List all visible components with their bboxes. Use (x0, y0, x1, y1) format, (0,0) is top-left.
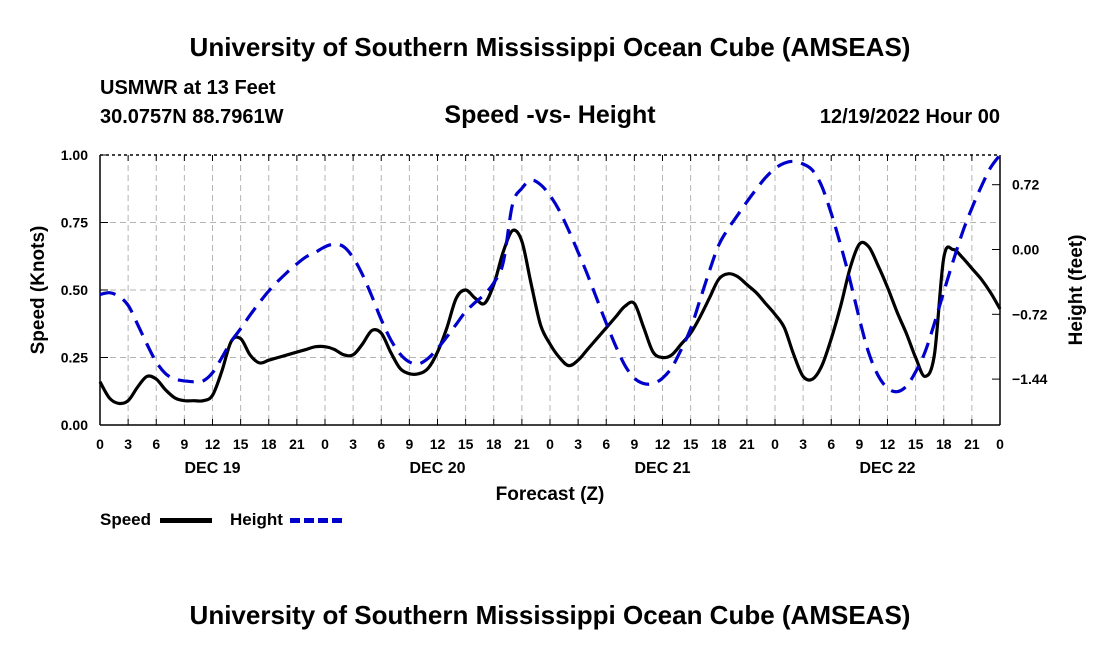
day-label: DEC 19 (184, 460, 240, 477)
x-tick-label: 15 (908, 436, 924, 452)
y-tick-label: 0.75 (61, 215, 88, 231)
day-label: DEC 20 (409, 460, 465, 477)
y-tick-label: 0.25 (61, 350, 88, 366)
x-tick-label: 3 (574, 436, 582, 452)
x-tick-label: 12 (880, 436, 896, 452)
x-tick-label: 18 (711, 436, 727, 452)
series-line-speed (98, 228, 1002, 406)
x-tick-label: 0 (546, 436, 554, 452)
x-tick-label: 9 (405, 436, 413, 452)
x-tick-label: 9 (180, 436, 188, 452)
x-tick-label: 0 (96, 436, 104, 452)
x-tick-label: 12 (655, 436, 671, 452)
x-tick-label: 0 (996, 436, 1004, 452)
y-tick-label: 0.50 (61, 282, 88, 298)
x-tick-label: 0 (771, 436, 779, 452)
x-tick-label: 3 (799, 436, 807, 452)
y2-tick-label: 0.00 (1012, 242, 1039, 258)
plot-subtitle: Speed -vs- Height (444, 101, 656, 129)
x-tick-label: 21 (964, 436, 980, 452)
y-tick-label: 0.00 (61, 417, 88, 433)
series-line-height (99, 154, 1002, 394)
x-tick-label: 3 (349, 436, 357, 452)
x-tick-label: 3 (124, 436, 132, 452)
day-label: DEC 22 (859, 460, 915, 477)
footer-title: University of Southern Mississippi Ocean… (189, 600, 911, 630)
legend-height-label: Height (230, 510, 283, 529)
x-tick-label: 15 (458, 436, 474, 452)
station-label: USMWR at 13 Feet (100, 77, 276, 99)
day-label: DEC 21 (634, 460, 690, 477)
chart-title: University of Southern Mississippi Ocean… (189, 32, 911, 62)
legend-speed-label: Speed (100, 510, 152, 529)
x-tick-label: 21 (514, 436, 530, 452)
x-tick-label: 12 (430, 436, 446, 452)
x-tick-label: 18 (936, 436, 952, 452)
coordinates-label: 30.0757N 88.7961W (100, 106, 284, 128)
x-tick-label: 12 (205, 436, 221, 452)
y2-tick-label: −1.44 (1012, 371, 1048, 387)
y2-axis-title: Height (feet) (1066, 235, 1087, 346)
x-tick-label: 18 (261, 436, 277, 452)
x-tick-label: 6 (602, 436, 610, 452)
forecast-date-label: 12/19/2022 Hour 00 (819, 106, 1000, 128)
x-tick-label: 9 (630, 436, 638, 452)
x-tick-label: 0 (321, 436, 329, 452)
x-tick-label: 21 (739, 436, 755, 452)
x-tick-label: 6 (827, 436, 835, 452)
x-tick-label: 18 (486, 436, 502, 452)
x-tick-label: 6 (152, 436, 160, 452)
y-tick-label: 1.00 (61, 147, 88, 163)
x-tick-label: 15 (233, 436, 249, 452)
x-tick-label: 21 (289, 436, 305, 452)
x-tick-label: 15 (683, 436, 699, 452)
y2-tick-label: −0.72 (1012, 306, 1048, 322)
legend-height-swatch (290, 518, 342, 523)
legend-speed-swatch (160, 518, 212, 523)
y2-tick-label: 0.72 (1012, 177, 1039, 193)
x-tick-label: 9 (855, 436, 863, 452)
x-axis-title: Forecast (Z) (496, 484, 605, 505)
x-tick-label: 6 (377, 436, 385, 452)
y-axis-title: Speed (Knots) (28, 226, 49, 355)
